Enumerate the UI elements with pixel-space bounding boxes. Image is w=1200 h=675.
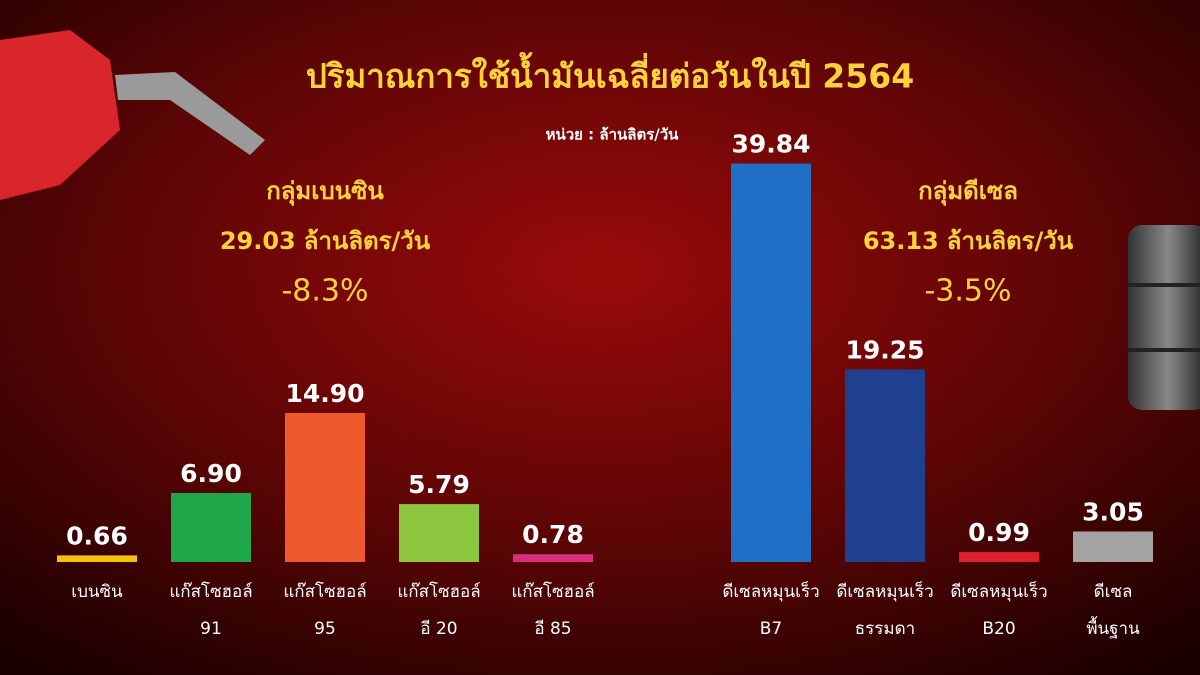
value-label: 19.25 (845, 336, 924, 365)
total-unit: ล้านลิตร/วัน (304, 227, 431, 255)
category-label: แก๊สโซฮอล์ (511, 581, 594, 602)
category-label: แก๊สโซฮอล์ (397, 581, 480, 602)
category-label: อี 85 (534, 619, 571, 639)
category-label: พื้นฐาน (1086, 616, 1140, 639)
bar (57, 555, 137, 562)
category-label: ดีเซลหมุนเร็ว (950, 580, 1047, 602)
bar (171, 493, 251, 562)
value-label: 39.84 (731, 130, 810, 159)
bar (1073, 531, 1153, 562)
group-total: 29.03 ล้านลิตร/วัน (220, 227, 431, 255)
category-label: แก๊สโซฮอล์ (283, 581, 366, 602)
value-label: 3.05 (1082, 498, 1144, 527)
group-change: -8.3% (281, 274, 368, 309)
fuel-nozzle (0, 30, 265, 200)
category-label: ดีเซลหมุนเร็ว (836, 580, 933, 602)
title: ปริมาณการใช้น้ำมันเฉลี่ยต่อวันในปี 2564 (306, 52, 914, 96)
value-label: 6.90 (180, 459, 242, 488)
category-label: B20 (982, 619, 1015, 639)
category-label: แก๊สโซฮอล์ (169, 581, 252, 602)
value-label: 5.79 (408, 470, 470, 499)
category-label: อี 20 (420, 619, 457, 639)
oil-barrel (1128, 225, 1200, 410)
bar (959, 552, 1039, 562)
value-label: 0.66 (66, 521, 128, 550)
value-label: 0.99 (968, 518, 1030, 547)
value-label: 0.78 (522, 520, 584, 549)
group-total: 63.13 ล้านลิตร/วัน (863, 227, 1074, 255)
total-value: 63.13 (863, 227, 939, 255)
value-label: 14.90 (285, 379, 364, 408)
category-label: ธรรมดา (855, 619, 915, 639)
unit-note: หน่วย : ล้านลิตร/วัน (546, 126, 680, 144)
category-label: 91 (200, 619, 222, 639)
bar (731, 163, 811, 562)
category-label: 95 (314, 619, 336, 639)
group-title: กลุ่มดีเซล (918, 177, 1018, 207)
category-label: ดีเซลหมุนเร็ว (722, 580, 819, 602)
category-label: เบนซิน (71, 582, 123, 602)
total-value: 29.03 (220, 227, 296, 255)
bar (513, 554, 593, 562)
group-title: กลุ่มเบนซิน (266, 177, 384, 207)
group-change: -3.5% (924, 274, 1011, 309)
bar (845, 369, 925, 562)
bar (285, 413, 365, 562)
category-label: ดีเซล (1094, 582, 1133, 602)
bar (399, 504, 479, 562)
category-label: B7 (760, 619, 782, 639)
total-unit: ล้านลิตร/วัน (947, 227, 1074, 255)
